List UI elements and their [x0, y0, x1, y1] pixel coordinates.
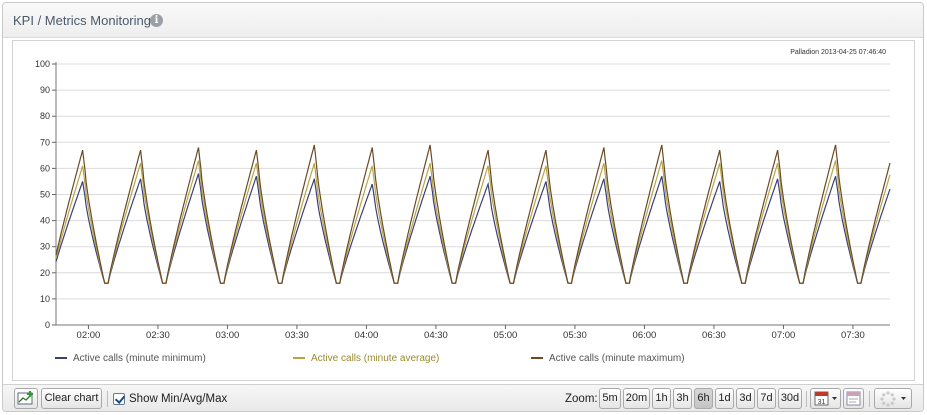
date-picker-button[interactable]: 31 [810, 388, 841, 409]
y-tick-label: 20 [40, 268, 50, 278]
show-minavgmax-label: Show Min/Avg/Max [129, 393, 228, 405]
legend-label: Active calls (minute average) [311, 353, 439, 364]
calendar-icon: 31 [814, 391, 837, 406]
chevron-down-icon [832, 397, 837, 400]
zoom-7d-button[interactable]: 7d [757, 388, 776, 409]
toolbar-separator [869, 391, 870, 407]
spinner-icon [880, 391, 906, 407]
zoom-label: Zoom: [565, 393, 598, 405]
add-chart-icon [17, 391, 33, 405]
zoom-6h-button[interactable]: 6h [694, 388, 713, 409]
x-tick-label: 04:00 [355, 330, 379, 341]
toolbar-separator [806, 391, 807, 407]
x-tick-label: 03:30 [285, 330, 309, 341]
y-tick-label: 50 [40, 190, 50, 200]
chart-watermark: Palladion 2013-04-25 07:46:40 [790, 49, 886, 56]
x-tick-label: 05:00 [494, 330, 518, 341]
chart-toolbar: Clear chart Show Min/Avg/Max Zoom: 5m 20… [3, 384, 923, 411]
zoom-5m-button[interactable]: 5m [599, 388, 621, 409]
y-tick-label: 30 [40, 242, 50, 252]
info-icon[interactable]: i [150, 14, 163, 27]
y-tick-label: 80 [40, 111, 50, 121]
show-minavgmax-checkbox[interactable] [113, 393, 125, 405]
series-line-0 [55, 173, 891, 284]
export-chart-icon [846, 391, 861, 406]
y-tick-label: 90 [40, 85, 50, 95]
options-menu-button[interactable] [874, 388, 912, 409]
chevron-down-icon [901, 397, 906, 400]
y-tick-label: 10 [40, 294, 50, 304]
series-line-2 [55, 144, 891, 284]
x-tick-label: 07:00 [772, 330, 796, 341]
clear-chart-button[interactable]: Clear chart [41, 388, 102, 409]
calendar-day: 31 [818, 399, 826, 406]
x-tick-label: 06:30 [702, 330, 726, 341]
zoom-20m-button[interactable]: 20m [623, 388, 650, 409]
x-tick-label: 06:00 [633, 330, 657, 341]
kpi-chart: Palladion 2013-04-25 07:46:40 0 10 20 30 40 50… [35, 49, 891, 364]
y-tick-label: 60 [40, 163, 50, 173]
x-tick-label: 05:30 [563, 330, 587, 341]
zoom-1h-button[interactable]: 1h [652, 388, 671, 409]
x-tick-label: 04:30 [424, 330, 448, 341]
chart-area: Palladion 2013-04-25 07:46:40 0 10 20 30 40 50… [12, 40, 915, 381]
export-chart-button[interactable] [843, 388, 864, 409]
legend-label: Active calls (minute maximum) [549, 353, 685, 364]
x-tick-label: 07:30 [841, 330, 865, 341]
y-tick-label: 100 [35, 59, 50, 69]
zoom-3h-button[interactable]: 3h [673, 388, 692, 409]
y-tick-label: 40 [40, 216, 50, 226]
zoom-30d-button[interactable]: 30d [778, 388, 802, 409]
y-tick-label: 0 [45, 320, 50, 330]
series-line-1 [55, 160, 891, 284]
x-tick-label: 02:00 [77, 330, 101, 341]
zoom-1d-button[interactable]: 1d [715, 388, 734, 409]
add-chart-button[interactable] [14, 388, 38, 409]
toolbar-separator [107, 391, 108, 407]
x-tick-label: 03:00 [216, 330, 240, 341]
y-tick-label: 70 [40, 137, 50, 147]
panel-title: KPI / Metrics Monitoring [13, 13, 151, 28]
x-tick-label: 02:30 [146, 330, 170, 341]
legend-label: Active calls (minute minimum) [73, 353, 206, 364]
panel-header: KPI / Metrics Monitoring i [3, 3, 923, 38]
zoom-3d-button[interactable]: 3d [736, 388, 755, 409]
